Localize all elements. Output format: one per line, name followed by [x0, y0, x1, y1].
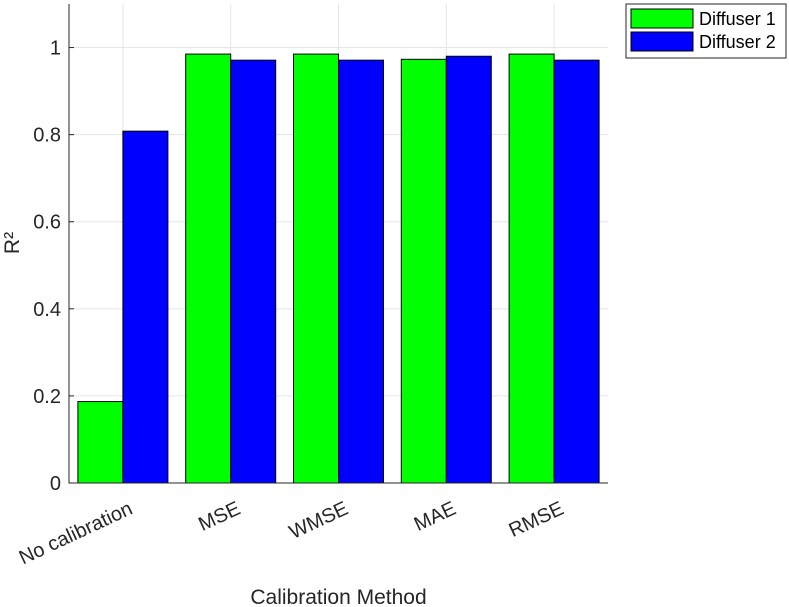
bar-mae-series-2 [445, 55, 492, 484]
x-ticks: No calibration MSE WMSE MAE RMSE [16, 478, 567, 569]
bar-rmse-series-1 [508, 53, 555, 484]
legend-swatch [630, 31, 694, 52]
x-tick-label: WMSE [286, 498, 352, 544]
y-tick-label: 0 [50, 473, 61, 495]
x-axis-label: Calibration Method [250, 586, 426, 607]
y-ticks: 0 0.2 0.4 0.6 0.8 1 [33, 38, 74, 495]
bar-wmse-series-1 [293, 53, 339, 484]
y-tick-label: 0.4 [33, 299, 61, 321]
bar-mae-series-1 [400, 58, 447, 484]
legend-label: Diffuser 2 [699, 32, 776, 52]
bar-no-calibration-series-2 [122, 130, 169, 484]
bar-wmse-series-2 [338, 59, 384, 484]
y-tick-label: 1 [50, 38, 61, 60]
bar-mse-series-1 [185, 53, 232, 484]
bar-no-calibration-series-1 [77, 401, 124, 484]
bar-mse-series-2 [230, 59, 277, 484]
x-tick-label: No calibration [16, 498, 136, 570]
bars [77, 53, 600, 484]
y-axis-label: R² [1, 232, 24, 254]
y-tick-label: 0.6 [33, 212, 61, 234]
x-tick-label: MSE [195, 498, 244, 536]
y-tick-label: 0.2 [33, 386, 61, 408]
x-tick-label: MAE [411, 498, 460, 536]
bar-rmse-series-2 [553, 59, 600, 484]
y-tick-label: 0.8 [33, 125, 61, 147]
legend[interactable]: Diffuser 1 Diffuser 2 [625, 3, 787, 59]
legend-label: Diffuser 1 [699, 9, 776, 29]
legend-swatch [630, 8, 694, 29]
x-tick-label: RMSE [506, 498, 568, 542]
